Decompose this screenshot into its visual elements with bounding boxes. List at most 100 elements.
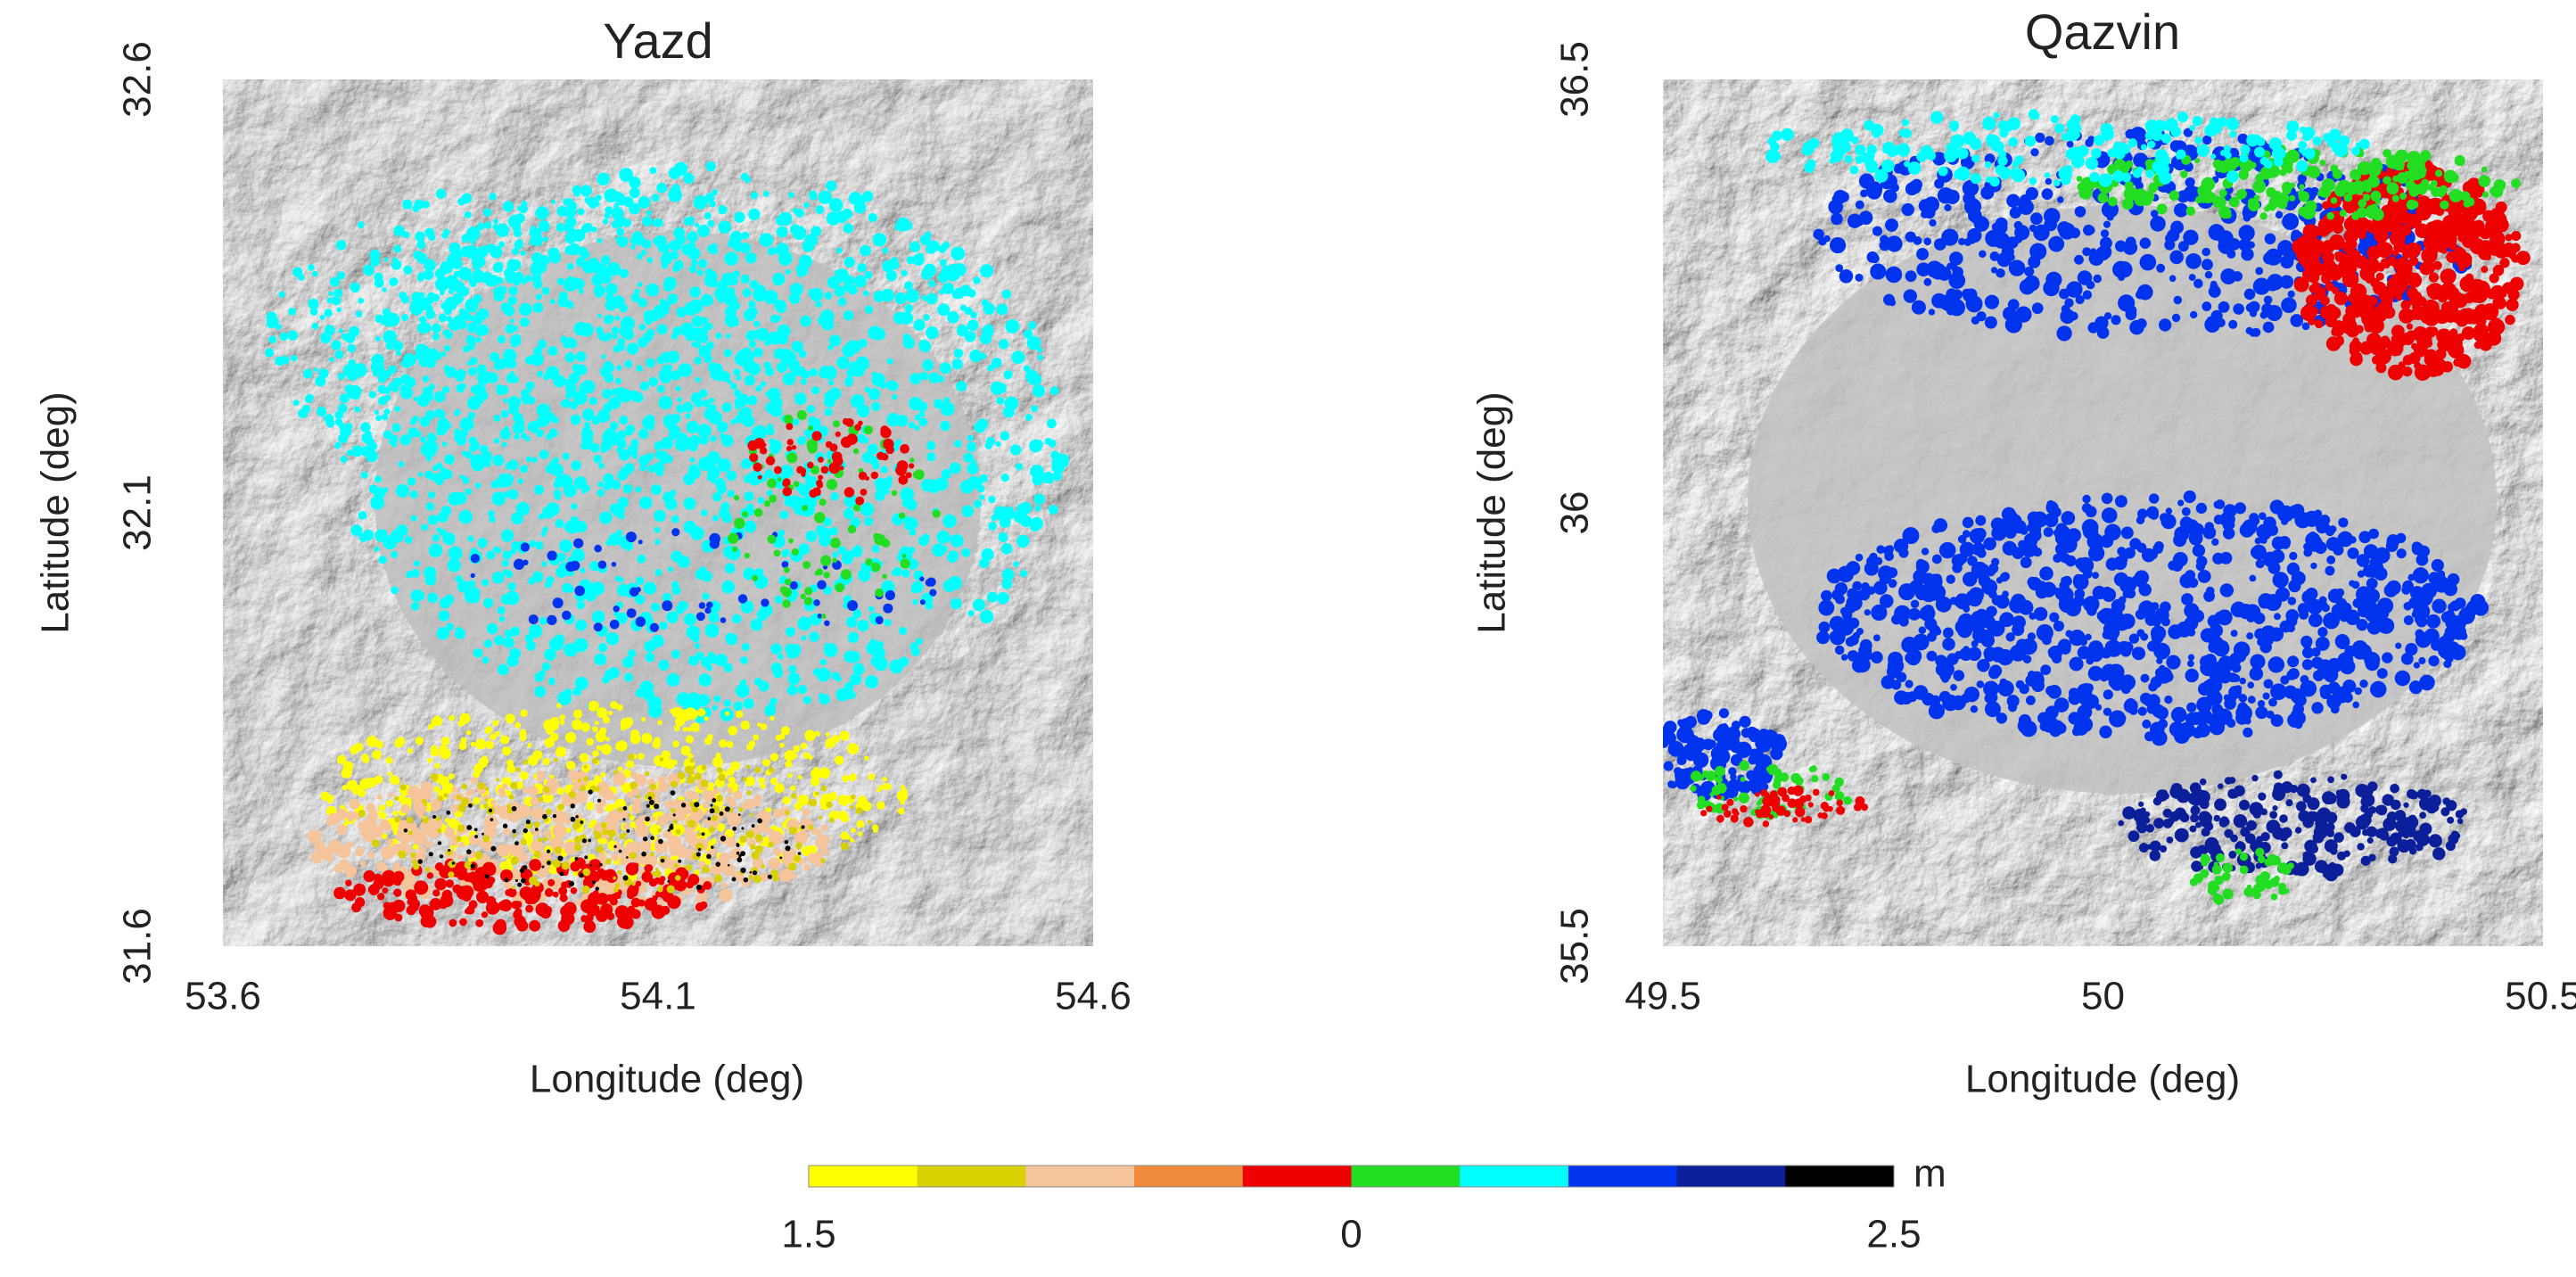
point <box>1003 507 1016 520</box>
point <box>741 231 750 240</box>
point <box>2282 185 2292 195</box>
point <box>892 393 898 400</box>
point <box>1001 568 1015 581</box>
point <box>2077 646 2091 660</box>
point <box>431 798 442 810</box>
point <box>981 548 994 561</box>
point <box>556 787 564 795</box>
point <box>2406 323 2414 330</box>
point <box>572 185 582 195</box>
point <box>651 194 660 202</box>
point <box>615 316 621 321</box>
point <box>551 199 556 204</box>
point <box>734 517 745 530</box>
point <box>653 304 667 319</box>
point <box>2135 181 2144 190</box>
point <box>784 839 789 844</box>
point <box>885 784 892 790</box>
point <box>1970 173 1982 185</box>
point <box>673 227 685 239</box>
point <box>833 420 841 428</box>
point <box>828 380 835 386</box>
point <box>2264 205 2270 212</box>
point <box>326 297 333 304</box>
point <box>484 460 491 468</box>
point <box>624 427 633 436</box>
point <box>448 849 451 853</box>
point <box>860 489 868 496</box>
point <box>2119 144 2131 154</box>
point <box>434 408 444 418</box>
point <box>847 631 860 643</box>
point <box>619 416 629 425</box>
point <box>448 871 455 878</box>
point <box>617 337 626 347</box>
point <box>845 340 860 354</box>
point <box>2351 146 2360 156</box>
point <box>789 581 798 590</box>
point <box>855 807 863 815</box>
point <box>708 397 715 404</box>
point <box>850 394 865 408</box>
point <box>437 828 442 834</box>
point <box>871 373 886 387</box>
point <box>2208 224 2226 241</box>
point <box>846 368 855 378</box>
point <box>702 802 709 809</box>
point <box>776 243 789 257</box>
point <box>610 803 617 810</box>
point <box>963 452 974 463</box>
point <box>570 887 578 894</box>
point <box>430 745 438 752</box>
point <box>820 858 826 863</box>
point <box>515 780 524 789</box>
point <box>618 849 622 853</box>
point <box>2387 256 2398 267</box>
point <box>2395 265 2412 282</box>
point <box>657 828 662 833</box>
point <box>846 689 856 700</box>
point <box>513 412 523 423</box>
point <box>643 581 657 595</box>
point <box>374 335 381 342</box>
point <box>619 858 627 866</box>
point <box>1870 253 1880 264</box>
point <box>774 348 785 358</box>
point <box>588 838 591 843</box>
point <box>2506 298 2519 311</box>
point <box>407 477 416 486</box>
point <box>2259 512 2267 520</box>
point <box>383 257 389 262</box>
point <box>781 561 789 568</box>
point <box>832 551 838 558</box>
point <box>614 193 626 203</box>
point <box>942 514 957 529</box>
point <box>398 461 405 468</box>
point <box>2375 362 2387 374</box>
point <box>360 422 371 433</box>
point <box>715 861 721 867</box>
point <box>687 247 701 260</box>
point <box>1908 180 1922 194</box>
point <box>2301 244 2309 252</box>
point <box>595 731 606 742</box>
point <box>506 858 513 865</box>
point <box>786 685 798 696</box>
point <box>385 321 392 327</box>
point <box>2050 115 2060 124</box>
point <box>391 423 401 433</box>
point <box>868 773 876 781</box>
point <box>565 354 571 359</box>
point <box>897 807 905 815</box>
point <box>737 857 743 863</box>
point <box>956 325 969 337</box>
point <box>324 309 333 317</box>
point <box>2035 132 2045 144</box>
point <box>407 830 413 836</box>
point <box>661 905 671 915</box>
point <box>2424 326 2436 339</box>
point <box>915 638 923 646</box>
point <box>857 619 869 632</box>
point <box>698 673 712 687</box>
point <box>391 551 399 559</box>
